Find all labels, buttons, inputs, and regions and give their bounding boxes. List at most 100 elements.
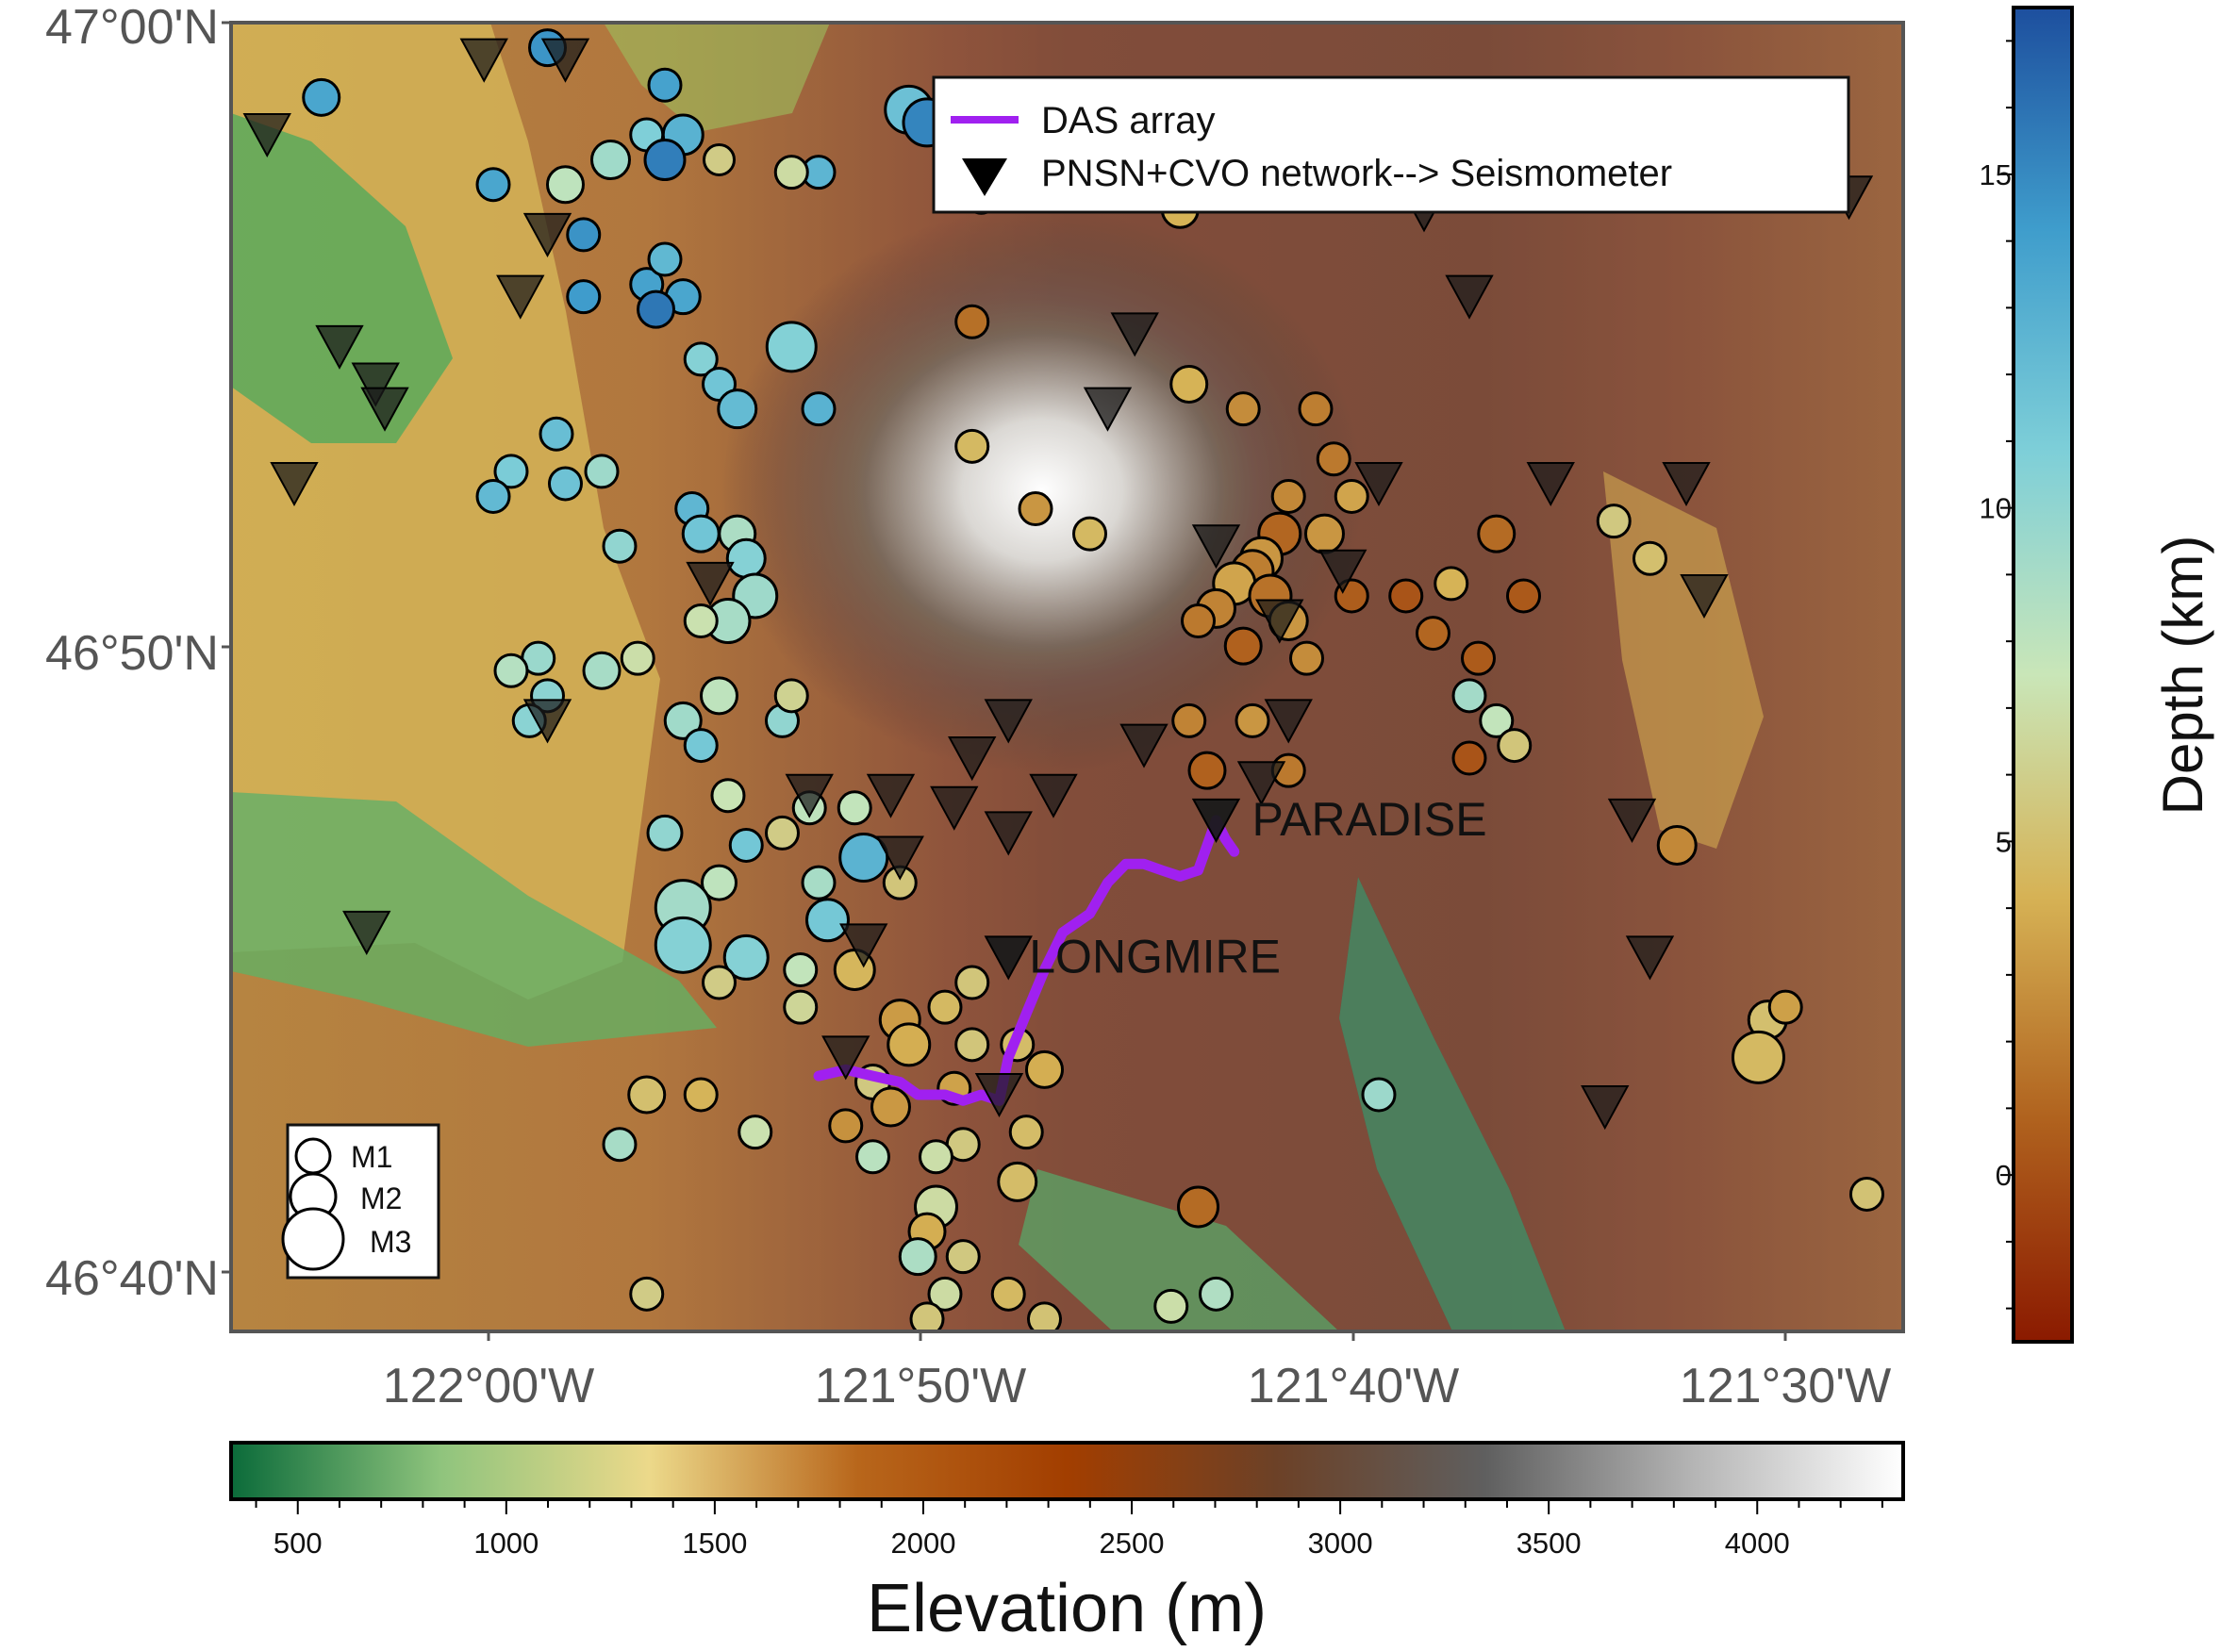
seismometer-marker <box>948 736 997 782</box>
seismometer-marker <box>1680 573 1729 620</box>
seismometer-marker <box>1191 524 1241 570</box>
earthquake-marker <box>783 952 819 988</box>
seismometer-marker <box>984 699 1033 744</box>
earthquake-marker <box>699 676 738 716</box>
elevation-colorbar-ticks <box>255 1499 1883 1514</box>
earthquake-marker <box>828 1108 864 1144</box>
earthquake-marker <box>1303 513 1345 554</box>
earthquake-marker <box>566 217 602 253</box>
earthquake-marker <box>602 528 638 564</box>
earthquake-marker <box>681 514 721 553</box>
earthquake-marker <box>909 1301 945 1331</box>
earthquake-marker <box>927 1276 963 1312</box>
earthquake-marker <box>1479 702 1515 738</box>
depth-colorbar-ticks <box>2000 40 2014 1310</box>
earthquake-marker <box>1169 364 1209 404</box>
earthquake-marker <box>1848 1176 1884 1212</box>
elev-tick-3500: 3500 <box>1517 1527 1582 1560</box>
seismometer-marker <box>360 387 409 432</box>
earthquake-marker <box>837 790 872 826</box>
earthquake-marker <box>801 865 837 900</box>
elev-tick-2000: 2000 <box>890 1527 955 1560</box>
earthquake-marker <box>1596 504 1632 539</box>
seismometer-marker <box>540 38 590 83</box>
elev-tick-1000: 1000 <box>473 1527 539 1560</box>
m1-symbol <box>294 1137 332 1175</box>
depth-colorbar: 15 10 5 0 Depth (km) <box>1980 6 2214 1344</box>
earthquake-marker <box>1235 702 1270 738</box>
depth-tick-5: 5 <box>1996 825 2012 858</box>
earthquake-marker <box>1434 566 1469 602</box>
earthquake-marker <box>1460 640 1496 676</box>
earthquake-marker <box>710 778 746 814</box>
earthquake-marker <box>954 1027 990 1063</box>
depth-tick-15: 15 <box>1980 158 2012 191</box>
earthquake-marker <box>1334 478 1369 514</box>
earthquake-marker <box>539 416 574 452</box>
latitude-axis: 47°00'N 46°50'N 46°40'N <box>45 0 231 1306</box>
seismometer-marker <box>984 811 1033 856</box>
earthquake-marker <box>725 537 767 579</box>
seismometer-marker <box>821 1035 870 1081</box>
earthquake-marker <box>804 898 850 943</box>
seismometer-marker <box>1625 935 1675 981</box>
earthquake-marker <box>701 965 737 1000</box>
earthquake-marker <box>1024 1049 1064 1089</box>
earthquake-marker <box>1153 1288 1189 1324</box>
earthquake-marker <box>663 701 703 740</box>
elev-tick-500: 500 <box>273 1527 323 1560</box>
m3-label: M3 <box>370 1225 411 1259</box>
legend-box: DAS array PNSN+CVO network--> Seismomete… <box>932 75 1850 214</box>
earthquake-marker <box>773 155 809 190</box>
earthquake-marker <box>1451 678 1487 714</box>
longmire-label: LONGMIRE <box>1029 930 1281 983</box>
seismometer-legend-icon <box>962 158 1007 196</box>
earthquake-marker <box>620 640 655 676</box>
earthquake-marker <box>927 989 963 1025</box>
earthquake-marker <box>898 1237 937 1277</box>
depth-tick-0: 0 <box>1996 1159 2012 1192</box>
seismometer-marker <box>839 923 888 968</box>
earthquake-marker <box>783 989 819 1025</box>
earthquake-marker <box>1225 391 1261 427</box>
earthquake-marker <box>647 67 683 103</box>
earthquake-marker <box>728 827 764 863</box>
lon-label-122-00: 122°00'W <box>383 1359 594 1413</box>
seismometer-marker <box>242 112 291 158</box>
longitude-axis: 122°00'W 121°50'W 121°40'W 121°30'W <box>383 1331 1891 1413</box>
earthquake-marker <box>1497 728 1533 764</box>
seismometer-marker <box>866 773 916 818</box>
das-array-line <box>813 815 1240 1106</box>
earthquake-marker <box>870 1086 911 1128</box>
seismometer-marker <box>270 461 319 507</box>
earthquake-marker <box>493 653 529 688</box>
depth-colorbar-title: Depth (km) <box>2151 536 2214 816</box>
earthquake-marker <box>887 1022 932 1067</box>
earthquake-marker <box>954 965 990 1000</box>
lon-label-121-50: 121°50'W <box>815 1359 1026 1413</box>
earthquake-marker <box>683 603 719 639</box>
lon-label-121-40: 121°40'W <box>1248 1359 1459 1413</box>
earthquake-marker <box>1187 751 1227 790</box>
seismometer-marker <box>522 699 572 744</box>
earthquake-marker <box>566 279 602 315</box>
seismometer-marker <box>1236 761 1286 806</box>
earthquake-marker <box>1171 702 1207 738</box>
depth-tick-10: 10 <box>1980 492 2012 525</box>
earthquake-marker <box>683 1077 719 1113</box>
m3-symbol <box>281 1207 345 1271</box>
seismometer-marker <box>1581 1085 1630 1131</box>
earthquake-marker <box>838 833 889 884</box>
earthquake-marker <box>1008 1115 1044 1150</box>
seismometer-layer <box>242 38 1874 1131</box>
map-frame <box>229 21 1905 1333</box>
seismometer-marker <box>974 1072 1024 1118</box>
earthquake-marker <box>302 77 341 117</box>
earthquake-marker <box>1451 740 1487 776</box>
earthquake-marker <box>643 139 687 182</box>
earthquake-marker <box>475 167 511 203</box>
earthquake-marker <box>627 1075 667 1115</box>
seismometer-marker <box>1264 699 1313 744</box>
das-legend-label: DAS array <box>1041 100 1216 141</box>
